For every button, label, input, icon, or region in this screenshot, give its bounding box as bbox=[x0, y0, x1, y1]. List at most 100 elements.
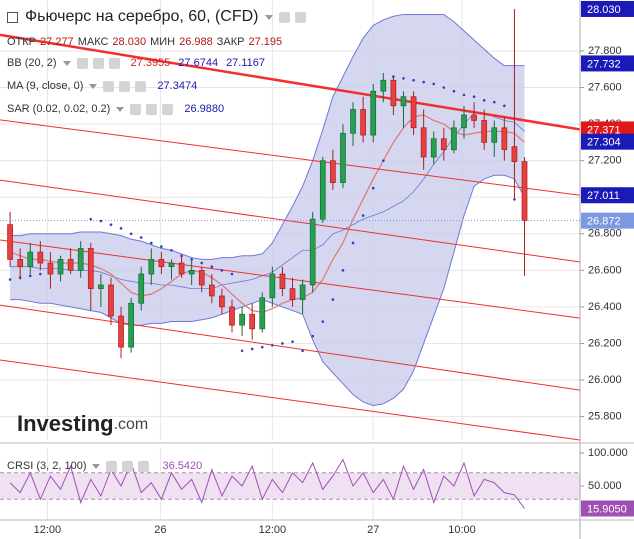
candle-body bbox=[390, 79, 397, 107]
channel-line bbox=[0, 119, 581, 196]
sar-dot bbox=[109, 223, 113, 226]
close-icon[interactable] bbox=[108, 57, 120, 69]
close-icon[interactable] bbox=[138, 460, 150, 472]
crsi-label-bg bbox=[581, 500, 634, 517]
candle-body bbox=[481, 120, 488, 143]
candle-body bbox=[249, 313, 256, 330]
channel-line bbox=[0, 359, 581, 441]
price-label: 27.371 bbox=[587, 124, 621, 136]
candle-body bbox=[259, 297, 266, 330]
dropdown[interactable] bbox=[264, 14, 273, 20]
collapse-box[interactable] bbox=[7, 11, 18, 23]
price-label: 27.304 bbox=[587, 137, 621, 149]
sar-dot bbox=[129, 232, 133, 236]
candle-body bbox=[471, 114, 477, 121]
sar-dot bbox=[472, 95, 476, 99]
logo-main: Investing bbox=[17, 411, 114, 436]
sar-dot bbox=[382, 159, 385, 162]
sar-dot bbox=[240, 349, 244, 353]
sar-dot bbox=[341, 269, 345, 272]
settings-icon[interactable] bbox=[122, 460, 134, 472]
y-tick-label: 26.000 bbox=[588, 374, 622, 386]
settings-icon[interactable] bbox=[92, 57, 104, 69]
y-tick-label: 26.600 bbox=[588, 264, 622, 276]
eye-icon[interactable] bbox=[76, 57, 88, 69]
sar-dot bbox=[200, 261, 204, 265]
x-tick-label: 27 bbox=[367, 524, 379, 536]
candle-body bbox=[289, 288, 296, 300]
dropdown[interactable] bbox=[92, 463, 101, 469]
ma-line bbox=[9, 114, 525, 314]
sar-dot bbox=[291, 340, 294, 343]
candle-body bbox=[168, 262, 175, 268]
candle-body bbox=[57, 259, 64, 275]
candle-body bbox=[521, 161, 528, 221]
candle-body bbox=[380, 79, 387, 92]
candle-body bbox=[229, 306, 235, 326]
sar-dot bbox=[492, 100, 496, 104]
sar-dot bbox=[119, 227, 123, 230]
sar-dot bbox=[462, 93, 466, 97]
candle-body bbox=[37, 251, 44, 264]
candle-body bbox=[491, 127, 498, 143]
ohlc-name: ЗАКР bbox=[216, 36, 245, 48]
sar-dot bbox=[321, 320, 325, 323]
ohlc-name: МАКС bbox=[77, 36, 109, 48]
sar-dot bbox=[412, 78, 415, 82]
indicator-value: 27.3955 bbox=[130, 57, 171, 69]
dropdown[interactable] bbox=[116, 106, 125, 112]
candle-body bbox=[420, 127, 427, 158]
bb-upper bbox=[10, 13, 525, 260]
candle-body bbox=[178, 262, 185, 275]
candle-body bbox=[330, 160, 336, 183]
candle-body bbox=[98, 284, 104, 289]
close-icon[interactable] bbox=[162, 103, 174, 115]
candle-body bbox=[501, 127, 508, 151]
price-label: 27.732 bbox=[587, 58, 621, 70]
dropdown[interactable] bbox=[62, 60, 71, 66]
x-tick-label: 10:00 bbox=[448, 524, 476, 536]
bb-lower bbox=[10, 174, 525, 407]
sar-dot bbox=[160, 245, 163, 248]
eye-icon[interactable] bbox=[278, 11, 290, 23]
candle-body bbox=[208, 284, 215, 297]
indicator-value: 36.5420 bbox=[162, 460, 203, 472]
sar-dot bbox=[361, 214, 365, 217]
price-label-bg bbox=[581, 133, 634, 150]
sar-dot bbox=[8, 278, 12, 281]
y-tick-label: 27.200 bbox=[588, 155, 622, 167]
eye-icon[interactable] bbox=[130, 103, 142, 115]
logo-suffix: .com bbox=[114, 416, 149, 433]
settings-icon[interactable] bbox=[294, 11, 306, 23]
indicator-name: MA (9, close, 0) bbox=[7, 80, 84, 92]
indicator-legend: BB (20, 2) 27.3955 27.6744 27.1167 bbox=[7, 57, 265, 69]
y-tick-label: 26.200 bbox=[588, 337, 622, 349]
candle-body bbox=[138, 273, 145, 304]
ohlc-value: 28.030 bbox=[112, 36, 147, 48]
y-tick-label: 100.000 bbox=[588, 447, 628, 459]
y-tick-label: 27.600 bbox=[588, 81, 622, 93]
candle-body bbox=[430, 138, 437, 158]
indicator-value: 26.9880 bbox=[184, 103, 225, 115]
y-tick-label: 26.800 bbox=[588, 228, 622, 240]
sar-dot bbox=[503, 104, 506, 108]
close-icon[interactable] bbox=[135, 80, 147, 92]
eye-icon[interactable] bbox=[106, 460, 118, 472]
indicator-value: 27.6744 bbox=[178, 57, 219, 69]
settings-icon[interactable] bbox=[119, 80, 131, 92]
candle-body bbox=[198, 270, 205, 286]
eye-icon[interactable] bbox=[103, 80, 115, 92]
candle-body bbox=[461, 114, 467, 129]
sar-dot bbox=[250, 347, 254, 351]
dropdown[interactable] bbox=[89, 83, 98, 89]
candle-body bbox=[309, 218, 316, 286]
candle-body bbox=[108, 284, 114, 317]
ohlc-value: 27.277 bbox=[40, 36, 74, 48]
indicator-name: CRSI (3, 2, 100) bbox=[7, 460, 87, 472]
sar-dot bbox=[331, 298, 335, 301]
indicator-legend: SAR (0.02, 0.02, 0.2) 26.9880 bbox=[7, 103, 224, 115]
candle-body bbox=[17, 259, 24, 268]
candle-body bbox=[47, 262, 54, 275]
settings-icon[interactable] bbox=[146, 103, 158, 115]
